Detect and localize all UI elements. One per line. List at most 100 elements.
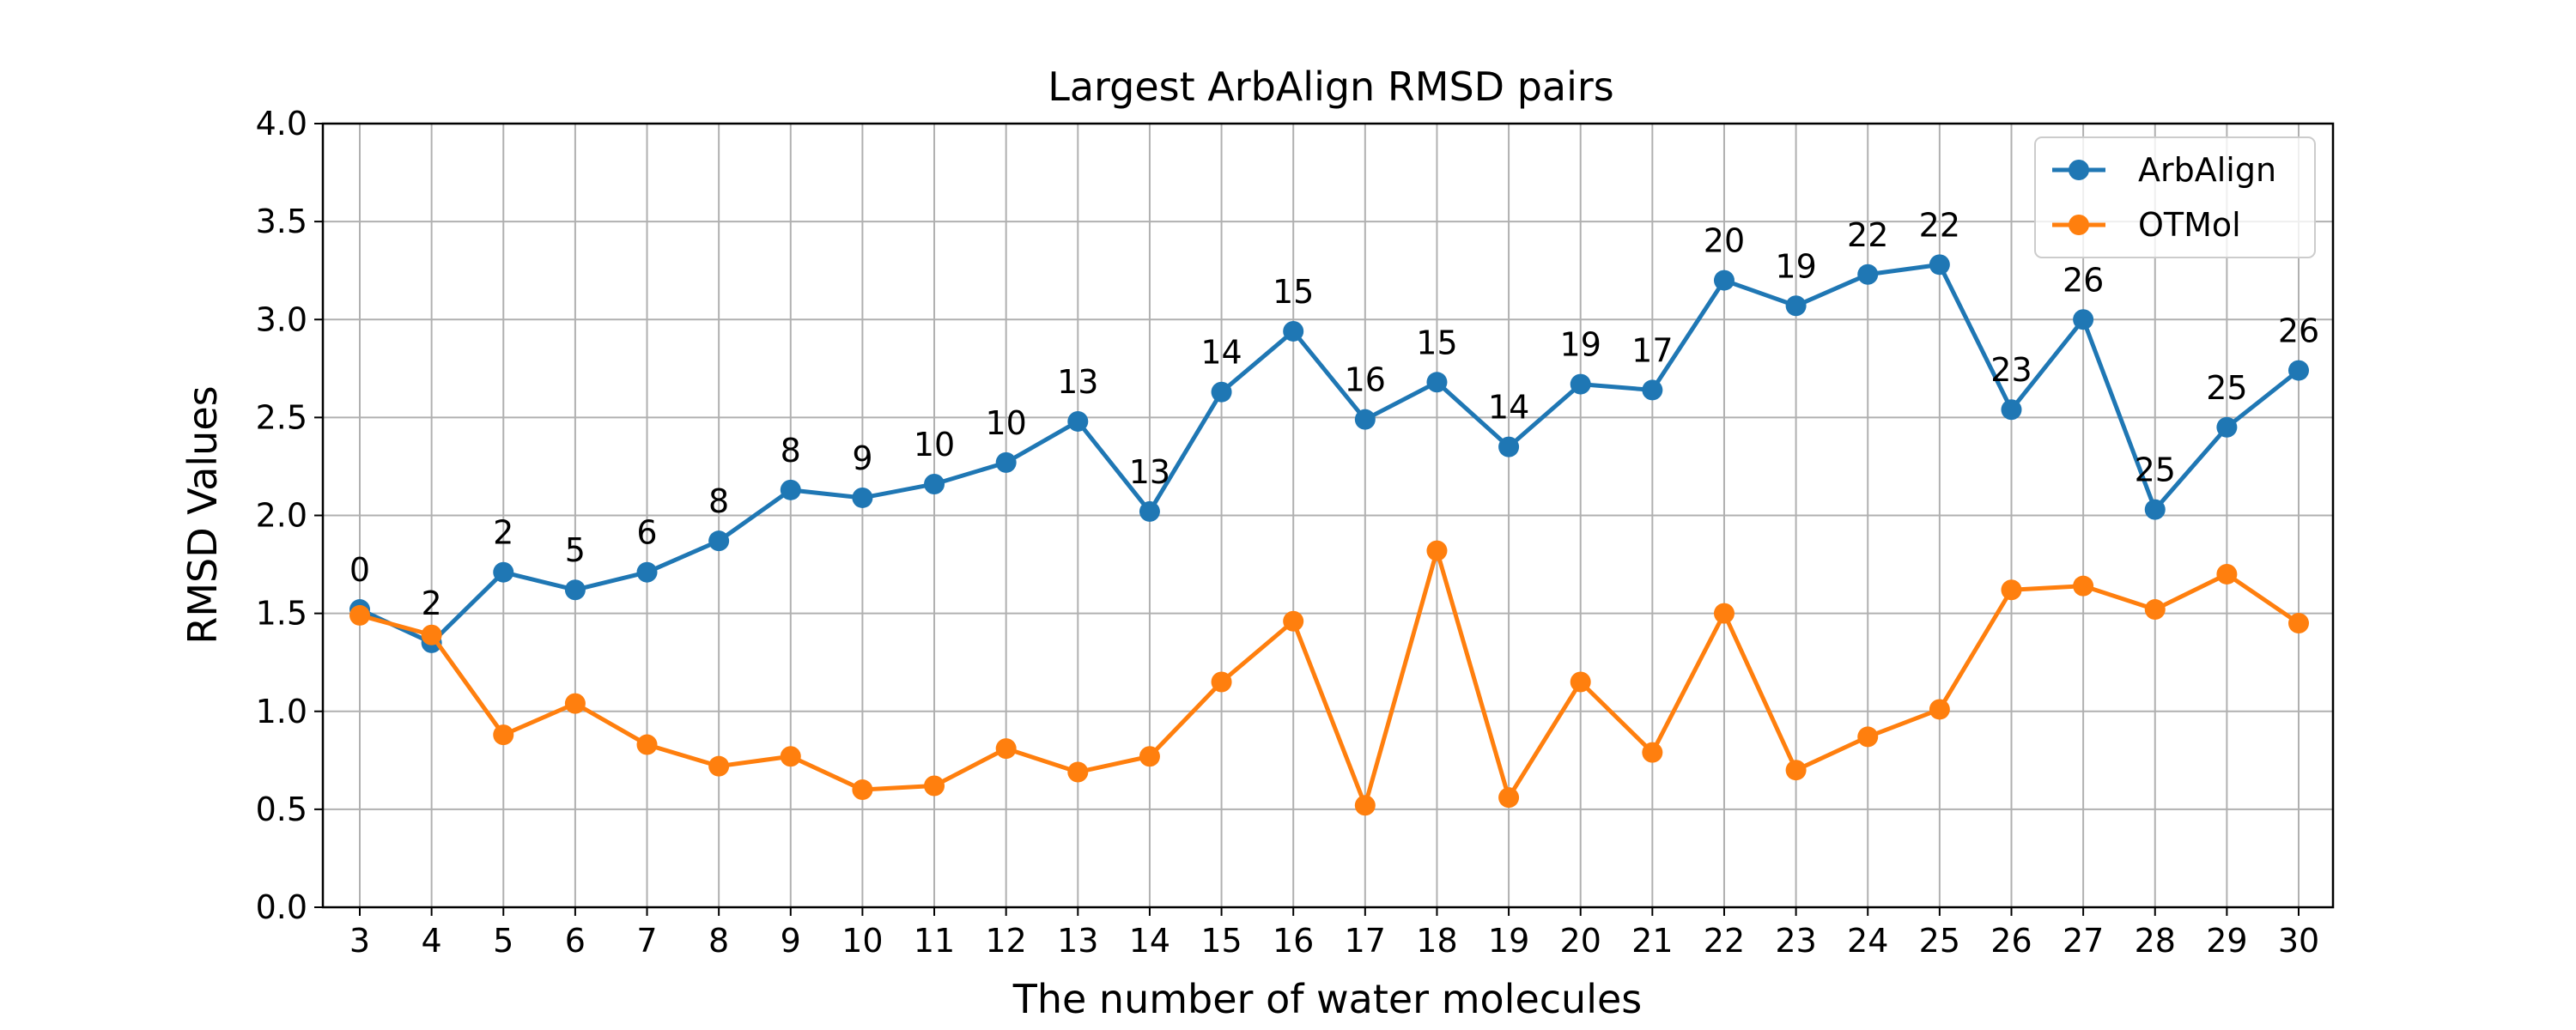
data-point <box>780 479 801 500</box>
data-point <box>2216 416 2238 438</box>
series-arbalign <box>349 254 2310 653</box>
y-tick-label: 2.5 <box>256 398 307 436</box>
data-point <box>2144 599 2166 621</box>
data-point <box>1570 671 1591 693</box>
point-label: 22 <box>1919 206 1960 244</box>
x-tick-label: 18 <box>1416 922 1457 960</box>
x-tick-label: 29 <box>2206 922 2247 960</box>
data-point <box>1713 603 1735 624</box>
data-point <box>2144 499 2166 520</box>
x-tick-label: 16 <box>1273 922 1314 960</box>
legend-marker <box>2069 160 2089 180</box>
data-point <box>995 451 1017 473</box>
point-label: 14 <box>1200 334 1242 372</box>
point-label: 10 <box>914 426 955 464</box>
point-label: 5 <box>565 531 586 569</box>
data-point <box>708 755 730 777</box>
point-label: 9 <box>852 439 872 477</box>
data-point <box>1498 787 1520 809</box>
x-tick-label: 24 <box>1847 922 1888 960</box>
point-label: 25 <box>2135 451 2176 489</box>
point-label: 2 <box>422 585 442 622</box>
data-point <box>1498 436 1520 457</box>
data-point <box>1067 761 1089 783</box>
y-tick-label: 0.0 <box>256 888 307 926</box>
data-point <box>1642 742 1663 763</box>
legend-item-arbalign: ArbAlign <box>2052 151 2276 189</box>
point-label: 0 <box>349 551 370 589</box>
x-tick-label: 26 <box>1990 922 2032 960</box>
data-point <box>636 734 658 755</box>
data-point <box>2001 579 2022 601</box>
data-point <box>1857 264 1879 285</box>
point-label: 26 <box>2063 261 2104 299</box>
point-label: 20 <box>1704 222 1745 260</box>
data-point <box>1426 372 1448 393</box>
x-tick-label: 11 <box>914 922 955 960</box>
data-point <box>1283 610 1304 632</box>
data-point <box>995 738 1017 760</box>
point-label: 8 <box>781 432 801 470</box>
y-tick-label: 3.5 <box>256 203 307 240</box>
x-tick-label: 21 <box>1631 922 1673 960</box>
data-point <box>1067 410 1089 432</box>
data-point <box>493 561 514 583</box>
x-tick-label: 5 <box>493 922 513 960</box>
y-tick-label: 2.0 <box>256 497 307 535</box>
point-label: 23 <box>1990 351 2032 389</box>
y-tick-label: 1.5 <box>256 595 307 633</box>
legend-item-otmol: OTMol <box>2052 206 2241 244</box>
data-point <box>924 775 945 797</box>
data-point <box>2073 575 2094 597</box>
x-tick-label: 12 <box>985 922 1026 960</box>
data-point <box>636 561 658 583</box>
x-tick-label: 4 <box>422 922 442 960</box>
data-point <box>1426 540 1448 561</box>
x-tick-label: 30 <box>2278 922 2319 960</box>
point-label: 17 <box>1631 331 1673 369</box>
point-label: 14 <box>1488 389 1529 427</box>
data-point <box>1785 295 1807 317</box>
data-point <box>708 530 730 552</box>
data-point <box>2001 399 2022 421</box>
point-label: 13 <box>1057 363 1098 401</box>
x-tick-label: 17 <box>1345 922 1386 960</box>
point-label: 2 <box>493 514 513 552</box>
data-point <box>564 693 586 714</box>
point-label: 19 <box>1560 326 1601 364</box>
x-tick-label: 23 <box>1775 922 1816 960</box>
legend-label: ArbAlign <box>2138 151 2276 189</box>
x-axis-ticks: 3 4 5 6 7 8 9 10 11 12 13 14 15 16 17 18 19 20 21 22 23 24 25 2… <box>349 907 2319 960</box>
series-line <box>359 548 2300 808</box>
data-point <box>2216 563 2238 585</box>
data-point <box>780 746 801 767</box>
y-axis-ticks: 0.0 0.5 1.0 1.5 2.0 2.5 3.0 3.5 4.0 <box>256 105 323 926</box>
data-point <box>1713 270 1735 291</box>
series-otmol <box>349 540 2310 816</box>
legend-box <box>2034 136 2316 258</box>
x-tick-label: 7 <box>636 922 657 960</box>
data-point <box>349 604 370 626</box>
x-tick-label: 22 <box>1704 922 1745 960</box>
x-tick-label: 3 <box>349 922 370 960</box>
point-label: 25 <box>2206 369 2247 407</box>
data-point <box>1139 500 1160 522</box>
legend: ArbAlign OTMol <box>2034 136 2316 258</box>
data-point <box>1857 726 1879 748</box>
data-point <box>1354 795 1376 816</box>
x-tick-label: 10 <box>841 922 883 960</box>
point-label: 16 <box>1345 361 1386 399</box>
point-label: 10 <box>985 404 1026 442</box>
x-tick-label: 6 <box>565 922 586 960</box>
data-point <box>852 487 873 508</box>
point-label: 22 <box>1847 216 1888 254</box>
data-point <box>1929 699 1950 720</box>
point-label: 19 <box>1775 247 1816 285</box>
x-tick-label: 15 <box>1200 922 1242 960</box>
point-label: 8 <box>708 482 729 520</box>
data-point <box>564 579 586 601</box>
y-tick-label: 3.0 <box>256 300 307 338</box>
x-tick-label: 13 <box>1057 922 1098 960</box>
